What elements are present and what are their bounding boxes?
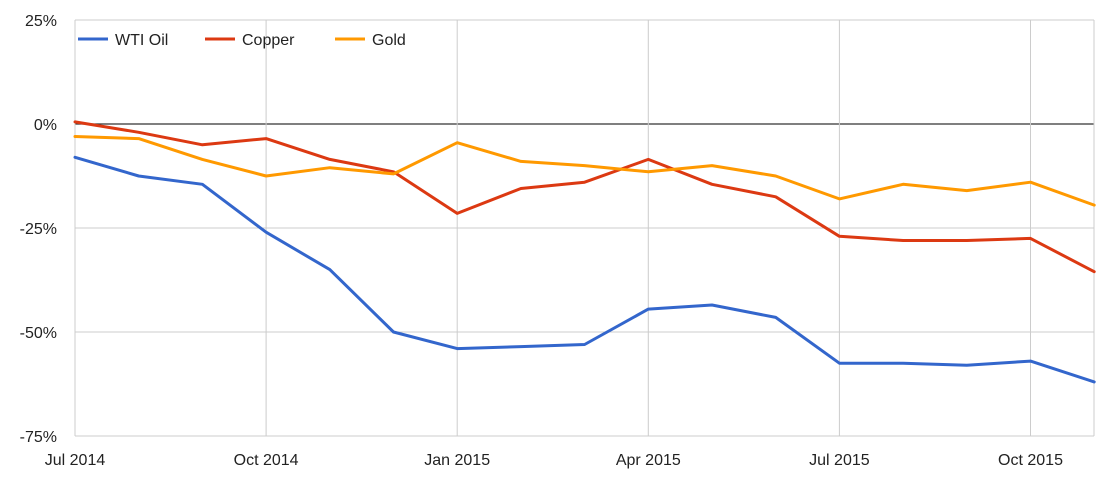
x-tick-label: Jul 2014 bbox=[45, 452, 106, 469]
y-tick-label: 25% bbox=[25, 13, 57, 30]
series-line[interactable] bbox=[73, 155, 1096, 384]
legend-label: Copper bbox=[242, 32, 295, 49]
x-tick-label: Oct 2015 bbox=[998, 452, 1063, 469]
y-tick-label: -50% bbox=[20, 325, 57, 342]
x-tick-label: Jul 2015 bbox=[809, 452, 870, 469]
legend-item[interactable]: Copper bbox=[205, 32, 295, 49]
legend-item[interactable]: WTI Oil bbox=[78, 32, 168, 49]
series-line[interactable] bbox=[73, 120, 1096, 274]
grid-layer bbox=[74, 19, 1095, 437]
legend: WTI Oil Copper Gold bbox=[78, 32, 406, 49]
x-tick-label: Oct 2014 bbox=[234, 452, 299, 469]
series-line[interactable] bbox=[73, 135, 1096, 207]
y-tick-label: -75% bbox=[20, 429, 57, 446]
series-wti-oil bbox=[73, 155, 1096, 384]
x-tick-label: Apr 2015 bbox=[616, 452, 681, 469]
legend-label: WTI Oil bbox=[115, 32, 168, 49]
legend-item[interactable]: Gold bbox=[335, 32, 406, 49]
x-tick-label: Jan 2015 bbox=[424, 452, 490, 469]
y-tick-label: -25% bbox=[20, 221, 57, 238]
series-gold bbox=[73, 135, 1096, 207]
axis-layer: 25% 0% -25% -50% -75% Jul 2014 Oct 2014 Jan 201… bbox=[20, 13, 1063, 469]
y-tick-label: 0% bbox=[34, 117, 57, 134]
series-layer bbox=[73, 120, 1096, 384]
series-copper bbox=[73, 120, 1096, 274]
legend-label: Gold bbox=[372, 32, 406, 49]
